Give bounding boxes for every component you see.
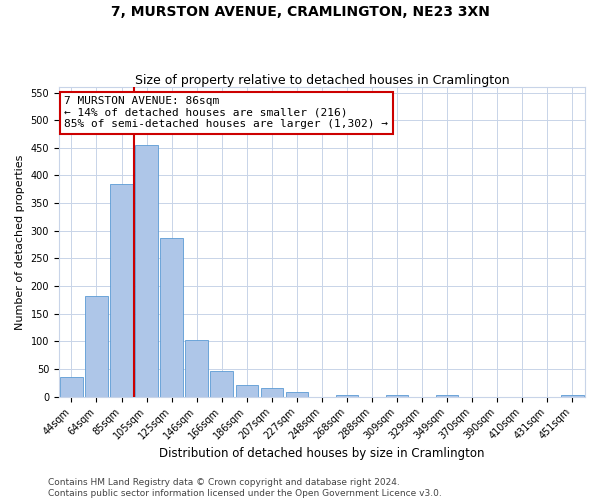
X-axis label: Distribution of detached houses by size in Cramlington: Distribution of detached houses by size … [159, 447, 485, 460]
Bar [236, 384, 258, 396]
Bar [160, 238, 183, 396]
Text: 7, MURSTON AVENUE, CRAMLINGTON, NE23 3XN: 7, MURSTON AVENUE, CRAMLINGTON, NE23 3XN [110, 5, 490, 19]
Text: 7 MURSTON AVENUE: 86sqm
← 14% of detached houses are smaller (216)
85% of semi-d: 7 MURSTON AVENUE: 86sqm ← 14% of detache… [64, 96, 388, 130]
Bar [336, 394, 358, 396]
Bar [136, 145, 158, 397]
Bar [110, 184, 133, 396]
Bar [436, 394, 458, 396]
Y-axis label: Number of detached properties: Number of detached properties [15, 154, 25, 330]
Bar [211, 370, 233, 396]
Text: Contains HM Land Registry data © Crown copyright and database right 2024.
Contai: Contains HM Land Registry data © Crown c… [48, 478, 442, 498]
Bar [60, 378, 83, 396]
Bar [386, 394, 409, 396]
Bar [85, 296, 108, 396]
Bar [561, 394, 584, 396]
Bar [185, 340, 208, 396]
Bar [286, 392, 308, 396]
Bar [260, 388, 283, 396]
Title: Size of property relative to detached houses in Cramlington: Size of property relative to detached ho… [134, 74, 509, 87]
